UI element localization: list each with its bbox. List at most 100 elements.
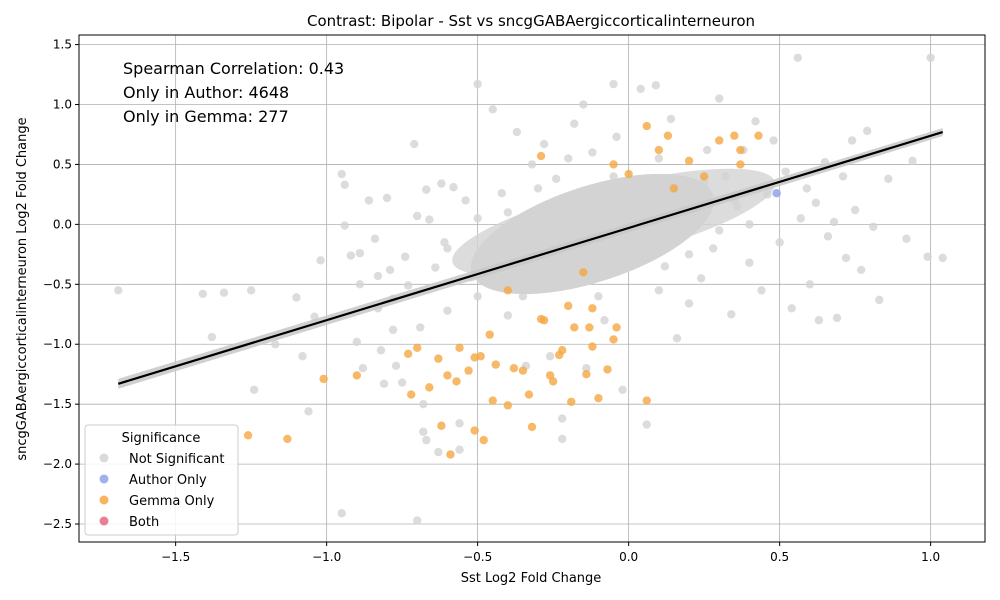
gemma-only-point: [699, 172, 709, 181]
gemma-only-point: [539, 316, 549, 325]
not-significant-point: [636, 84, 645, 94]
not-significant-point: [594, 292, 603, 301]
gemma-only-point: [548, 377, 558, 386]
not-significant-point: [443, 244, 452, 253]
not-significant-point: [503, 311, 513, 320]
y-axis-ticks: −2.5 −2.0 −1.5 −1.0 −0.5 0.0 0.5 1.0 1.5: [43, 38, 79, 531]
not-significant-point: [642, 420, 651, 429]
legend: Significance Not Significant Author Only…: [84, 424, 239, 536]
gemma-only-point: [754, 131, 763, 140]
gemma-only-point: [352, 371, 362, 380]
gemma-only-point: [488, 396, 497, 405]
not-significant-point: [437, 179, 446, 188]
not-significant-point: [678, 184, 688, 193]
x-axis-label: Sst Log2 Fold Change: [461, 571, 602, 586]
not-significant-point: [684, 299, 694, 308]
not-significant-point: [727, 310, 736, 319]
not-significant-point: [512, 127, 522, 137]
not-significant-point: [473, 214, 482, 223]
gemma-only-point: [527, 422, 537, 432]
gemma-only-point: [579, 268, 588, 277]
not-significant-point: [787, 304, 796, 313]
not-significant-point: [527, 160, 537, 169]
gemma-only-point: [642, 396, 651, 405]
not-significant-point: [219, 288, 229, 297]
y-tick-label: −1.0: [43, 337, 72, 351]
not-significant-point: [370, 234, 380, 243]
not-significant-point: [358, 364, 368, 373]
gemma-only-point: [446, 450, 455, 459]
not-significant-point: [340, 221, 349, 230]
not-significant-point: [908, 156, 917, 166]
not-significant-point: [751, 117, 760, 126]
not-significant-point: [796, 214, 805, 223]
not-significant-point: [594, 250, 603, 259]
not-significant-point: [431, 263, 440, 272]
not-significant-points: [114, 53, 947, 525]
not-significant-point: [696, 274, 706, 283]
gemma-only-point: [594, 393, 603, 403]
legend-marker-not-significant: [99, 453, 109, 463]
not-significant-point: [551, 174, 561, 184]
regression-line-path: [117, 131, 944, 385]
not-significant-point: [863, 126, 872, 136]
not-significant-point: [355, 248, 365, 258]
not-significant-point: [413, 211, 422, 221]
not-significant-point: [337, 169, 346, 179]
not-significant-point: [382, 193, 392, 203]
gemma-only-point: [582, 369, 591, 379]
legend-title: Significance: [122, 431, 201, 446]
x-tick-label: −1.5: [161, 550, 190, 564]
x-tick-label: −1.0: [312, 550, 341, 564]
not-significant-point: [666, 114, 676, 124]
gemma-only-point: [736, 145, 745, 155]
not-significant-point: [548, 274, 558, 283]
not-significant-point: [609, 172, 618, 181]
not-significant-point: [847, 136, 857, 145]
not-significant-point: [207, 332, 217, 342]
not-significant-point: [249, 385, 259, 394]
not-significant-point: [488, 105, 497, 114]
gemma-only-point: [624, 169, 633, 179]
gemma-only-point: [413, 343, 422, 353]
not-significant-point: [654, 154, 664, 163]
not-significant-point: [114, 286, 123, 295]
not-significant-point: [639, 256, 648, 265]
not-significant-point: [832, 313, 842, 323]
not-significant-point: [422, 435, 431, 445]
not-significant-point: [651, 81, 661, 90]
not-significant-point: [385, 265, 395, 275]
gemma-only-point: [319, 374, 328, 384]
not-significant-point: [564, 232, 573, 241]
not-significant-point: [902, 234, 911, 243]
gemma-only-point: [403, 349, 413, 359]
gemma-only-point: [570, 323, 579, 332]
x-axis-ticks: −1.5 −1.0 −0.5 0.0 0.5 1.0: [161, 542, 940, 564]
gemma-only-point: [476, 352, 485, 361]
not-significant-point: [364, 196, 374, 205]
not-significant-point: [814, 316, 824, 325]
not-significant-point: [745, 258, 754, 267]
not-significant-point: [410, 139, 419, 149]
not-significant-point: [434, 447, 443, 457]
not-significant-point: [781, 167, 790, 176]
not-significant-point: [397, 378, 407, 387]
not-significant-point: [582, 364, 591, 373]
plot-frame: [78, 34, 986, 543]
not-significant-point: [413, 516, 422, 525]
not-significant-point: [376, 346, 386, 355]
not-significant-point: [246, 286, 256, 295]
regression-line: [117, 128, 944, 389]
not-significant-point: [757, 286, 766, 295]
not-significant-point: [600, 316, 609, 325]
not-significant-point: [518, 292, 528, 301]
y-axis-label: sncgGABAergiccorticalinterneuron Log2 Fo…: [15, 117, 30, 460]
not-significant-point: [473, 292, 482, 301]
y-tick-label: 1.5: [53, 38, 72, 52]
annotation-author-count: Only in Author: 4648: [123, 83, 289, 102]
gemma-only-point: [503, 286, 513, 295]
gemma-only-point: [564, 301, 573, 311]
not-significant-point: [533, 184, 543, 193]
gemma-only-point: [642, 121, 651, 131]
gemma-only-point: [588, 342, 597, 351]
